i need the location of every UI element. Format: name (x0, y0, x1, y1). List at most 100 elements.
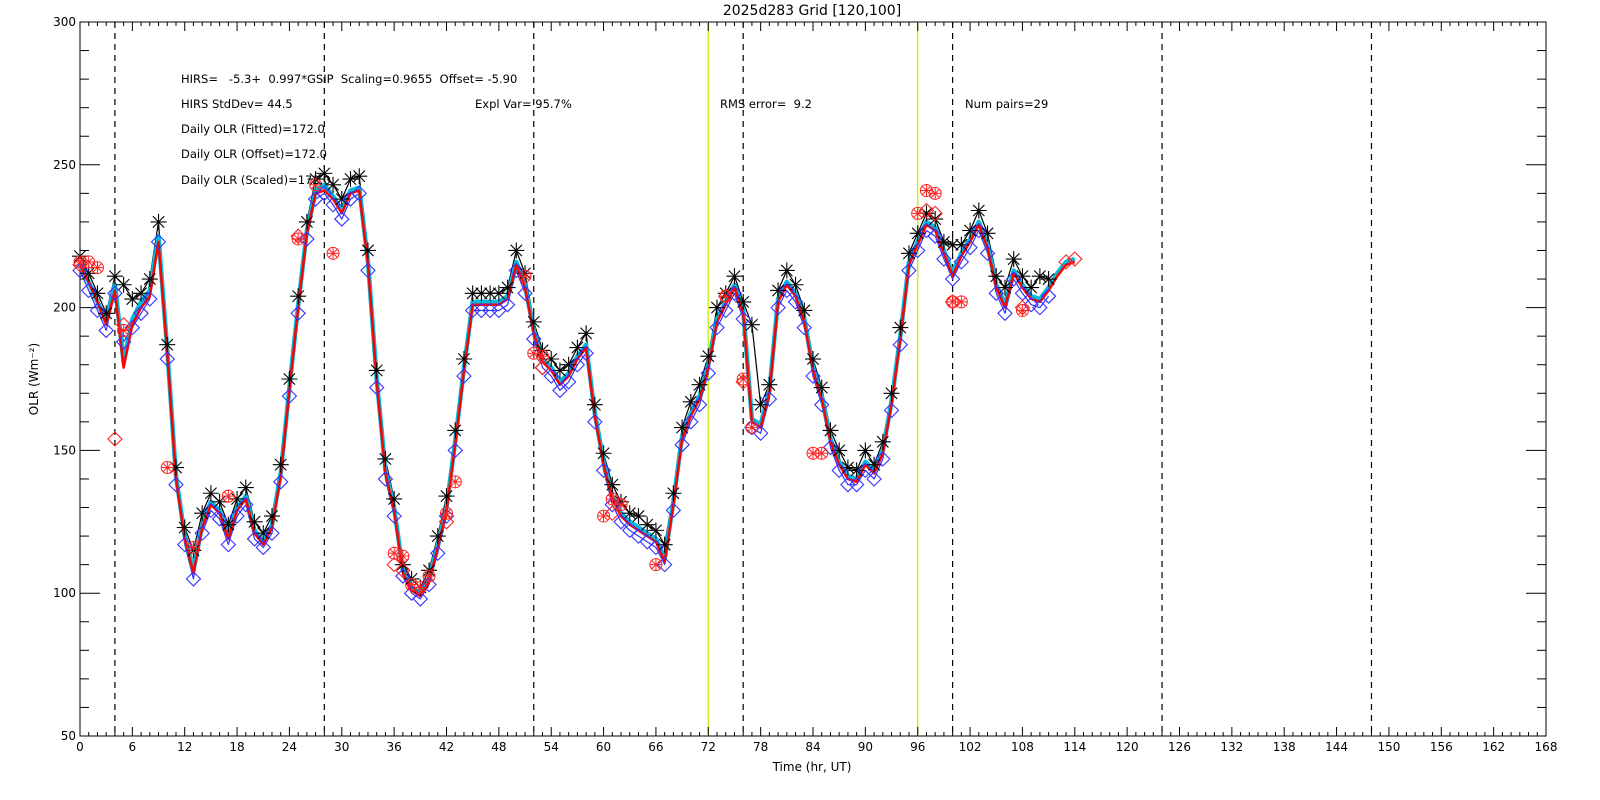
marker-diamond (334, 211, 350, 227)
marker-diamond (648, 539, 664, 556)
marker-diamond (325, 197, 341, 213)
marker-asterisk (726, 268, 743, 285)
marker-diamond (726, 285, 743, 302)
marker-asterisk (499, 279, 516, 296)
marker-diamond (787, 294, 804, 310)
x-tick-label: 108 (1011, 740, 1034, 754)
marker-diamond (552, 382, 568, 399)
marker-diamond (176, 536, 193, 553)
marker-diamond (534, 359, 551, 376)
annotation-formula: HIRS= -5.3+ 0.997*GSIP Scaling=0.9655 Of… (181, 72, 517, 86)
marker-asterisk (359, 242, 376, 259)
marker-asterisk (927, 211, 944, 228)
marker-asterisk (909, 225, 926, 242)
marker-asterisk (290, 288, 307, 305)
marker-diamond (447, 442, 464, 459)
marker-diamond (508, 262, 525, 279)
marker-asterisk (831, 442, 848, 459)
marker-circled-star (649, 558, 663, 572)
marker-diamond (770, 299, 786, 316)
marker-diamond (299, 231, 315, 247)
marker-asterisk (682, 393, 699, 410)
marker-diamond (621, 522, 638, 539)
marker-diamond (892, 336, 909, 353)
marker-circled-star (911, 206, 925, 220)
x-tick-label: 0 (76, 740, 84, 754)
marker-diamond (395, 562, 411, 579)
marker-asterisk (1040, 271, 1057, 288)
x-tick-label: 36 (387, 740, 402, 754)
marker-asterisk (796, 302, 813, 319)
marker-circled-star (518, 269, 532, 283)
data-markers (72, 165, 1083, 607)
x-tick-label: 54 (544, 740, 559, 754)
marker-circled-star (745, 421, 759, 435)
marker-asterisk (691, 376, 708, 393)
marker-diamond (709, 319, 725, 336)
marker-asterisk (133, 285, 150, 302)
marker-diamond (971, 222, 987, 239)
marker-asterisk (578, 325, 595, 342)
marker-asterisk (988, 268, 1005, 285)
marker-diamond (238, 496, 254, 513)
marker-asterisk (1014, 268, 1031, 285)
marker-diamond (429, 545, 446, 561)
marker-asterisk (159, 336, 176, 353)
marker-asterisk (386, 490, 403, 507)
marker-diamond (412, 591, 429, 607)
marker-diamond (944, 271, 961, 287)
marker-asterisk (892, 319, 909, 336)
marker-diamond (674, 436, 690, 453)
marker-circled-star (326, 246, 340, 260)
marker-circled-star (413, 580, 427, 594)
marker-asterisk (543, 351, 560, 368)
marker-circled-star (605, 492, 619, 506)
marker-diamond (525, 331, 542, 347)
y-tick-label: 300 (53, 15, 76, 29)
x-tick-label: 12 (177, 740, 192, 754)
x-tick-label: 18 (229, 740, 244, 754)
marker-asterisk (857, 442, 874, 459)
marker-diamond (613, 514, 629, 530)
marker-diamond (185, 571, 202, 587)
marker-diamond (107, 285, 123, 302)
vertical-lines (114, 22, 1373, 736)
marker-asterisk (639, 516, 656, 533)
marker-circled-star (186, 541, 200, 555)
y-tick-label: 250 (53, 158, 76, 172)
marker-diamond (866, 471, 882, 487)
marker-diamond (988, 285, 1005, 302)
marker-diamond (639, 534, 655, 550)
marker-diamond (578, 345, 594, 362)
marker-diamond (264, 525, 280, 542)
marker-asterisk (874, 433, 891, 450)
marker-diamond (290, 305, 306, 322)
marker-diamond (142, 291, 158, 307)
marker-diamond (962, 239, 978, 256)
marker-asterisk (429, 528, 446, 545)
marker-circled-star (405, 578, 419, 592)
x-axis-label: Time (hr, UT) (772, 760, 852, 774)
marker-asterisk (813, 379, 830, 396)
marker-circled-star (117, 323, 131, 337)
marker-diamond (630, 528, 647, 544)
marker-circled-star (928, 186, 942, 200)
marker-asterisk (150, 213, 167, 230)
marker-asterisk (298, 213, 315, 230)
marker-asterisk (900, 245, 917, 262)
marker-diamond (1014, 299, 1031, 316)
marker-diamond (220, 536, 237, 553)
x-tick-label: 84 (805, 740, 820, 754)
marker-circled-star (527, 346, 541, 360)
marker-diamond (700, 365, 717, 382)
marker-asterisk (770, 282, 787, 299)
marker-asterisk (1031, 268, 1048, 285)
marker-asterisk (709, 299, 726, 316)
marker-diamond (386, 508, 402, 524)
y-axis-label: OLR (Wm⁻²) (27, 343, 41, 415)
marker-diamond (360, 262, 376, 279)
marker-asterisk (822, 422, 839, 439)
x-tick-label: 120 (1116, 740, 1139, 754)
y-tick-label: 100 (53, 586, 76, 600)
